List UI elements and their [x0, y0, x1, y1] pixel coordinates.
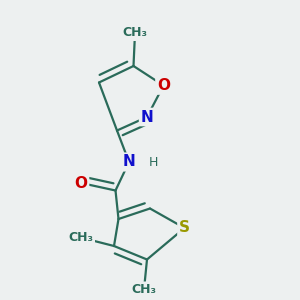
Text: O: O [74, 176, 88, 190]
Text: S: S [179, 220, 190, 236]
Text: CH₃: CH₃ [68, 231, 94, 244]
Text: N: N [123, 154, 135, 169]
Text: O: O [157, 78, 170, 93]
Text: N: N [123, 154, 135, 169]
Text: H: H [148, 155, 158, 169]
Text: N: N [141, 110, 153, 124]
Text: CH₃: CH₃ [131, 283, 157, 296]
Text: CH₃: CH₃ [122, 26, 148, 40]
